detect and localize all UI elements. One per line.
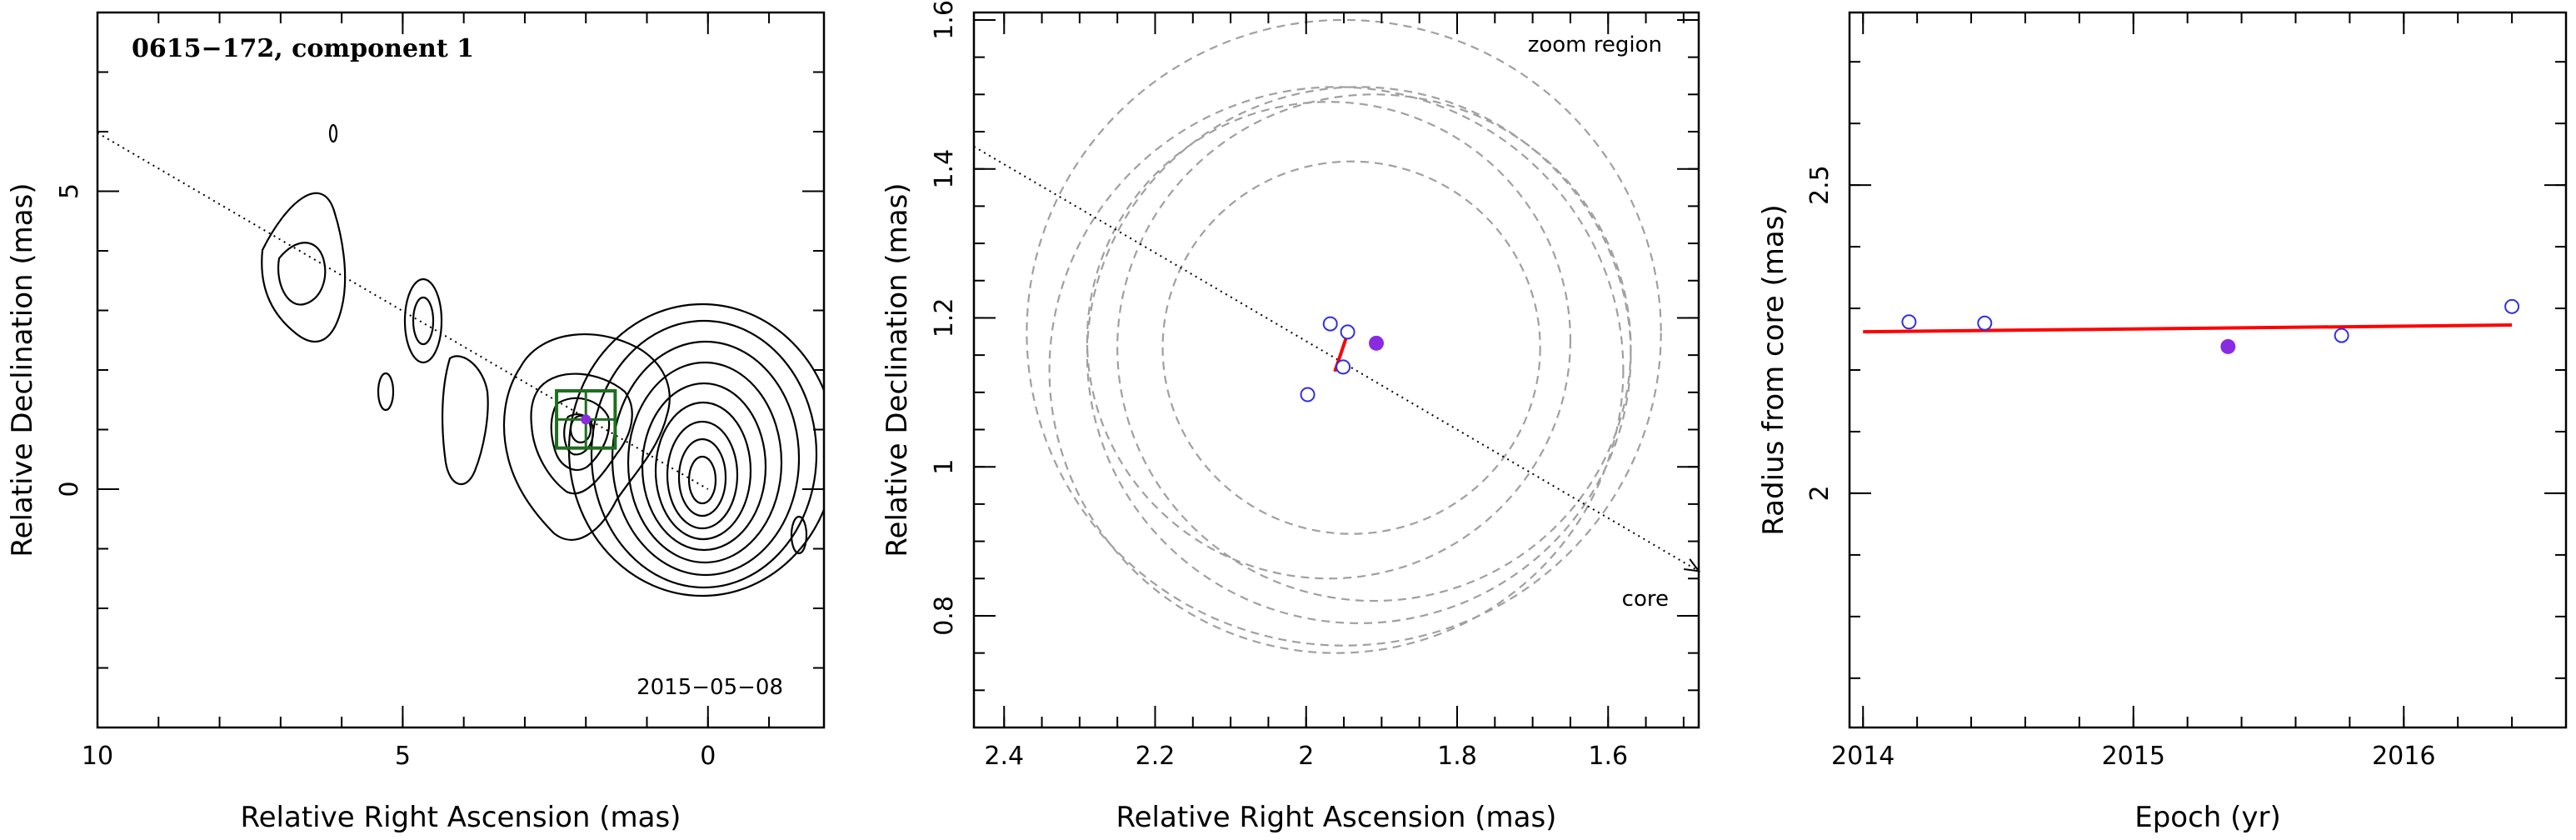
zoom-ylabel: Relative Declination (mas) [881, 182, 914, 557]
map-contours [97, 123, 824, 598]
zoom-ticks: 2.4 2.2 2 1.8 1.6 0.8 1 1.2 1.4 1.6 [930, 0, 1699, 771]
error-circle [1086, 86, 1632, 624]
filled-point [2220, 338, 2236, 354]
error-circle [1026, 18, 1662, 647]
y-tick-label: 0 [55, 481, 84, 497]
open-point [1340, 324, 1355, 340]
panel-map: 10 5 005 0615−172, component 1 2015−05−08 … [6, 11, 826, 834]
x-tick-label: 2016 [2372, 742, 2435, 771]
jet-contours [261, 123, 808, 555]
zoom-frame [972, 11, 1700, 729]
panel-radius: 2014 2015 2016 2 2.5 Epoch (yr) Radius from … [1757, 11, 2568, 834]
filled-point [1369, 335, 1385, 351]
radius-ylabel: Radius from core (mas) [1757, 204, 1790, 535]
error-circle [1048, 86, 1625, 654]
map-title: 0615−172, component 1 [132, 34, 474, 63]
core-label: core [1622, 587, 1669, 612]
map-ticks: 10 5 0 0 5 [55, 12, 824, 771]
y-tick-label: 1.2 [930, 298, 959, 338]
map-frame [96, 11, 826, 729]
panel-zoom: 2.4 2.2 2 1.8 1.6 0.8 1 1.2 1.4 1.6 zoom region c… [881, 0, 1701, 834]
open-point [1322, 316, 1338, 332]
open-point [2334, 328, 2349, 343]
core-contours [567, 302, 824, 598]
open-point [1300, 387, 1315, 402]
y-tick-label: 2.5 [1805, 165, 1835, 205]
zoom-region-label: zoom region [1528, 32, 1662, 58]
y-tick-label: 2 [1805, 485, 1835, 501]
y-tick-label: 1 [930, 459, 959, 475]
x-tick-label: 2015 [2102, 742, 2165, 771]
map-xlabel: Relative Right Ascension (mas) [241, 801, 681, 834]
zoom-circles [1026, 18, 1662, 654]
map-epoch-label: 2015−05−08 [637, 675, 783, 700]
y-tick-label: 1.6 [930, 0, 959, 40]
jet-axis-line [97, 132, 709, 490]
radius-fit-line [1863, 323, 2513, 334]
x-tick-label: 2.4 [984, 742, 1024, 771]
map-ylabel: Relative Declination (mas) [6, 182, 39, 557]
x-tick-label: 10 [82, 742, 113, 771]
x-tick-label: 5 [395, 742, 411, 771]
radius-points [1901, 298, 2520, 354]
error-circle [1116, 93, 1632, 602]
zoom-points [1300, 316, 1385, 402]
core-arrow-icon [1684, 558, 1701, 572]
error-circle [1161, 160, 1541, 535]
x-tick-label: 2 [1298, 742, 1314, 771]
x-tick-label: 1.8 [1437, 742, 1477, 771]
zoom-jet-axis-line [974, 146, 1699, 572]
radius-ticks: 2014 2015 2016 2 2.5 [1805, 12, 2567, 771]
open-point [1901, 314, 1917, 330]
y-tick-label: 0.8 [930, 596, 959, 636]
y-tick-label: 1.4 [930, 149, 959, 189]
radius-frame [1848, 11, 2568, 729]
error-circle [1086, 101, 1572, 580]
open-point [1977, 315, 1993, 331]
open-point [2504, 298, 2520, 314]
x-tick-label: 0 [700, 742, 716, 771]
y-tick-label: 5 [55, 183, 84, 199]
radius-xlabel: Epoch (yr) [2134, 801, 2281, 834]
open-point [1335, 359, 1351, 375]
x-tick-label: 2.2 [1136, 742, 1176, 771]
component-marker [581, 414, 592, 425]
zoom-xlabel: Relative Right Ascension (mas) [1116, 801, 1557, 834]
x-tick-label: 1.6 [1588, 742, 1628, 771]
x-tick-label: 2014 [1831, 742, 1895, 771]
